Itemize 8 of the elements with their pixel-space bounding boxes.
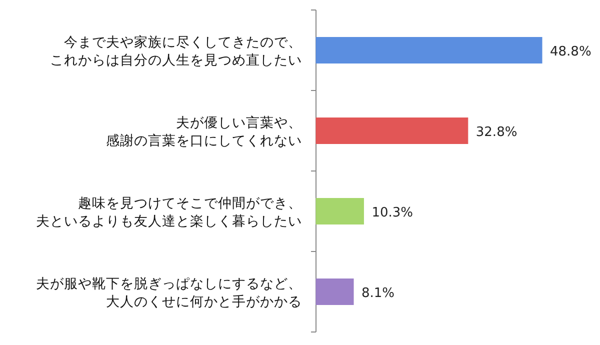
data-label: 32.8% [476, 124, 518, 140]
data-label: 48.8% [550, 44, 592, 60]
data-label: 10.3% [372, 205, 414, 220]
y-tick-label: 夫が優しい言葉や、感謝の言葉を口にしてくれない [106, 114, 302, 149]
y-tick-label: 夫が服や靴下を脱ぎっぱなしにするなど、大人のくせに何かと手がかかる [36, 276, 302, 310]
y-tick-label: 今まで夫や家族に尽くしてきたので、これからは自分の人生を見つめ直したい [50, 34, 302, 68]
data-label: 8.1% [362, 286, 395, 301]
y-tick-label: 趣味を見つけてそこで仲間ができ、夫といるよりも友人達と楽しく暮らしたい [36, 195, 302, 230]
